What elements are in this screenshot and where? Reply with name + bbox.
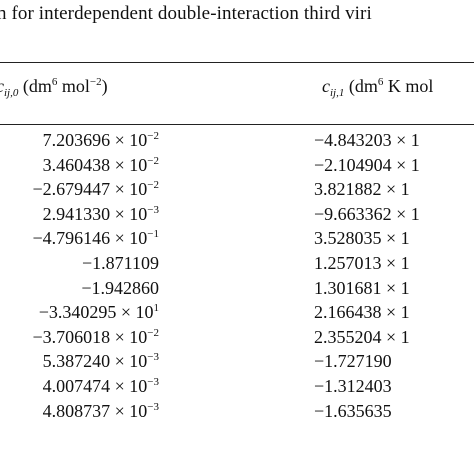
cell-exponent: −2 — [147, 154, 159, 167]
cell-cij0: −3.706018 × 10−2 — [32, 327, 159, 348]
cell-value: 5.387240 × 10 — [42, 351, 148, 372]
cell-exponent: −3 — [147, 203, 159, 216]
header-subscript: ij,1 — [330, 87, 345, 99]
cell-value: −2.679447 × 10 — [32, 179, 148, 200]
cell-exponent: −2 — [147, 326, 159, 339]
table-row: 4.007474 × 10−3 −1.312403 — [0, 376, 474, 401]
cell-value: −1.942860 — [81, 277, 159, 298]
cell-value: −3.706018 × 10 — [32, 326, 148, 347]
cell-cij0: 5.387240 × 10−3 — [43, 351, 159, 372]
cell-exponent: −2 — [147, 179, 159, 192]
column-header-cij1: cij,1 (dm6 K mol — [322, 76, 433, 99]
table-row: −1.871109 1.257013 × 1 — [0, 253, 474, 278]
cell-exponent: −3 — [147, 351, 159, 364]
table-row: −3.340295 × 101 2.166438 × 1 — [0, 302, 474, 327]
cell-value: 2.941330 × 10 — [42, 203, 148, 224]
header-unit-part: (dm — [18, 76, 52, 96]
cell-cij1: −4.843203 × 1 — [314, 130, 420, 150]
header-unit-exponent: 6 — [51, 76, 58, 88]
header-unit-exponent: 6 — [377, 76, 384, 88]
cell-cij1: 2.355204 × 1 — [314, 326, 410, 347]
cell-cij0: 2.941330 × 10−3 — [43, 204, 159, 225]
cell-exponent: −3 — [147, 375, 159, 388]
cell-cij1: 1.257013 × 1 — [314, 252, 410, 273]
cell-exponent: −1 — [147, 228, 159, 241]
header-unit-exponent: −2 — [89, 76, 102, 88]
cell-cij1: −1.635635 — [314, 400, 392, 421]
table-row: 7.203696 × 10−2 −4.843203 × 1 — [0, 130, 474, 155]
cell-value: −3.340295 × 10 — [38, 302, 154, 323]
table-body: 7.203696 × 10−2 −4.843203 × 1 3.460438 ×… — [0, 130, 474, 425]
cell-cij1: 3.821882 × 1 — [314, 179, 410, 200]
cell-value: −4.796146 × 10 — [32, 228, 148, 249]
table-row: −4.796146 × 10−1 3.528035 × 1 — [0, 228, 474, 253]
cell-cij0: −4.796146 × 10−1 — [32, 228, 159, 249]
cell-cij0: −3.340295 × 101 — [39, 302, 159, 323]
table-caption: n for interdependent double-interaction … — [0, 3, 372, 24]
table-row: 4.808737 × 10−3 −1.635635 — [0, 401, 474, 426]
cell-value: −1.871109 — [82, 252, 159, 273]
table-row: −2.679447 × 10−2 3.821882 × 1 — [0, 179, 474, 204]
header-unit-part: (dm — [344, 76, 378, 96]
cell-cij1: 3.528035 × 1 — [314, 228, 410, 249]
header-symbol: c — [0, 76, 4, 96]
table-row: −1.942860 1.301681 × 1 — [0, 278, 474, 303]
cell-cij0: 3.460438 × 10−2 — [43, 155, 159, 176]
cell-value: 4.007474 × 10 — [42, 375, 148, 396]
column-header-cij0: cij,0 (dm6 mol−2) — [0, 76, 108, 99]
table-row: 2.941330 × 10−3 −9.663362 × 1 — [0, 204, 474, 229]
header-symbol: c — [322, 76, 330, 96]
cell-value: 4.808737 × 10 — [42, 400, 148, 421]
table-row: 3.460438 × 10−2 −2.104904 × 1 — [0, 155, 474, 180]
cell-cij1: −1.727190 — [314, 351, 392, 372]
cell-value: 7.203696 × 10 — [42, 130, 148, 150]
cell-exponent: −3 — [147, 400, 159, 413]
cell-cij1: −2.104904 × 1 — [314, 154, 420, 175]
cell-exponent: −2 — [147, 130, 159, 142]
cell-cij1: 2.166438 × 1 — [314, 302, 410, 323]
cell-exponent: 1 — [153, 302, 160, 315]
header-unit-part: mol — [57, 76, 90, 96]
cell-cij1: −1.312403 — [314, 375, 392, 396]
table-row: −3.706018 × 10−2 2.355204 × 1 — [0, 327, 474, 352]
cell-cij0: 4.007474 × 10−3 — [43, 376, 159, 397]
cell-value: 3.460438 × 10 — [42, 154, 148, 175]
cell-cij0: −2.679447 × 10−2 — [32, 179, 159, 200]
cell-cij0: −1.942860 — [81, 278, 159, 299]
table-header-rule — [0, 124, 474, 125]
cell-cij0: −1.871109 — [82, 253, 159, 274]
table-top-rule — [0, 62, 474, 64]
cell-cij1: −9.663362 × 1 — [314, 203, 420, 224]
table-row: 5.387240 × 10−3 −1.727190 — [0, 351, 474, 376]
cell-cij0: 4.808737 × 10−3 — [43, 401, 159, 422]
header-unit-part: K mol — [383, 76, 434, 96]
cell-cij1: 1.301681 × 1 — [314, 277, 410, 298]
header-unit-part: ) — [101, 76, 108, 96]
cell-cij0: 7.203696 × 10−2 — [43, 130, 159, 151]
header-subscript: ij,0 — [4, 87, 19, 99]
